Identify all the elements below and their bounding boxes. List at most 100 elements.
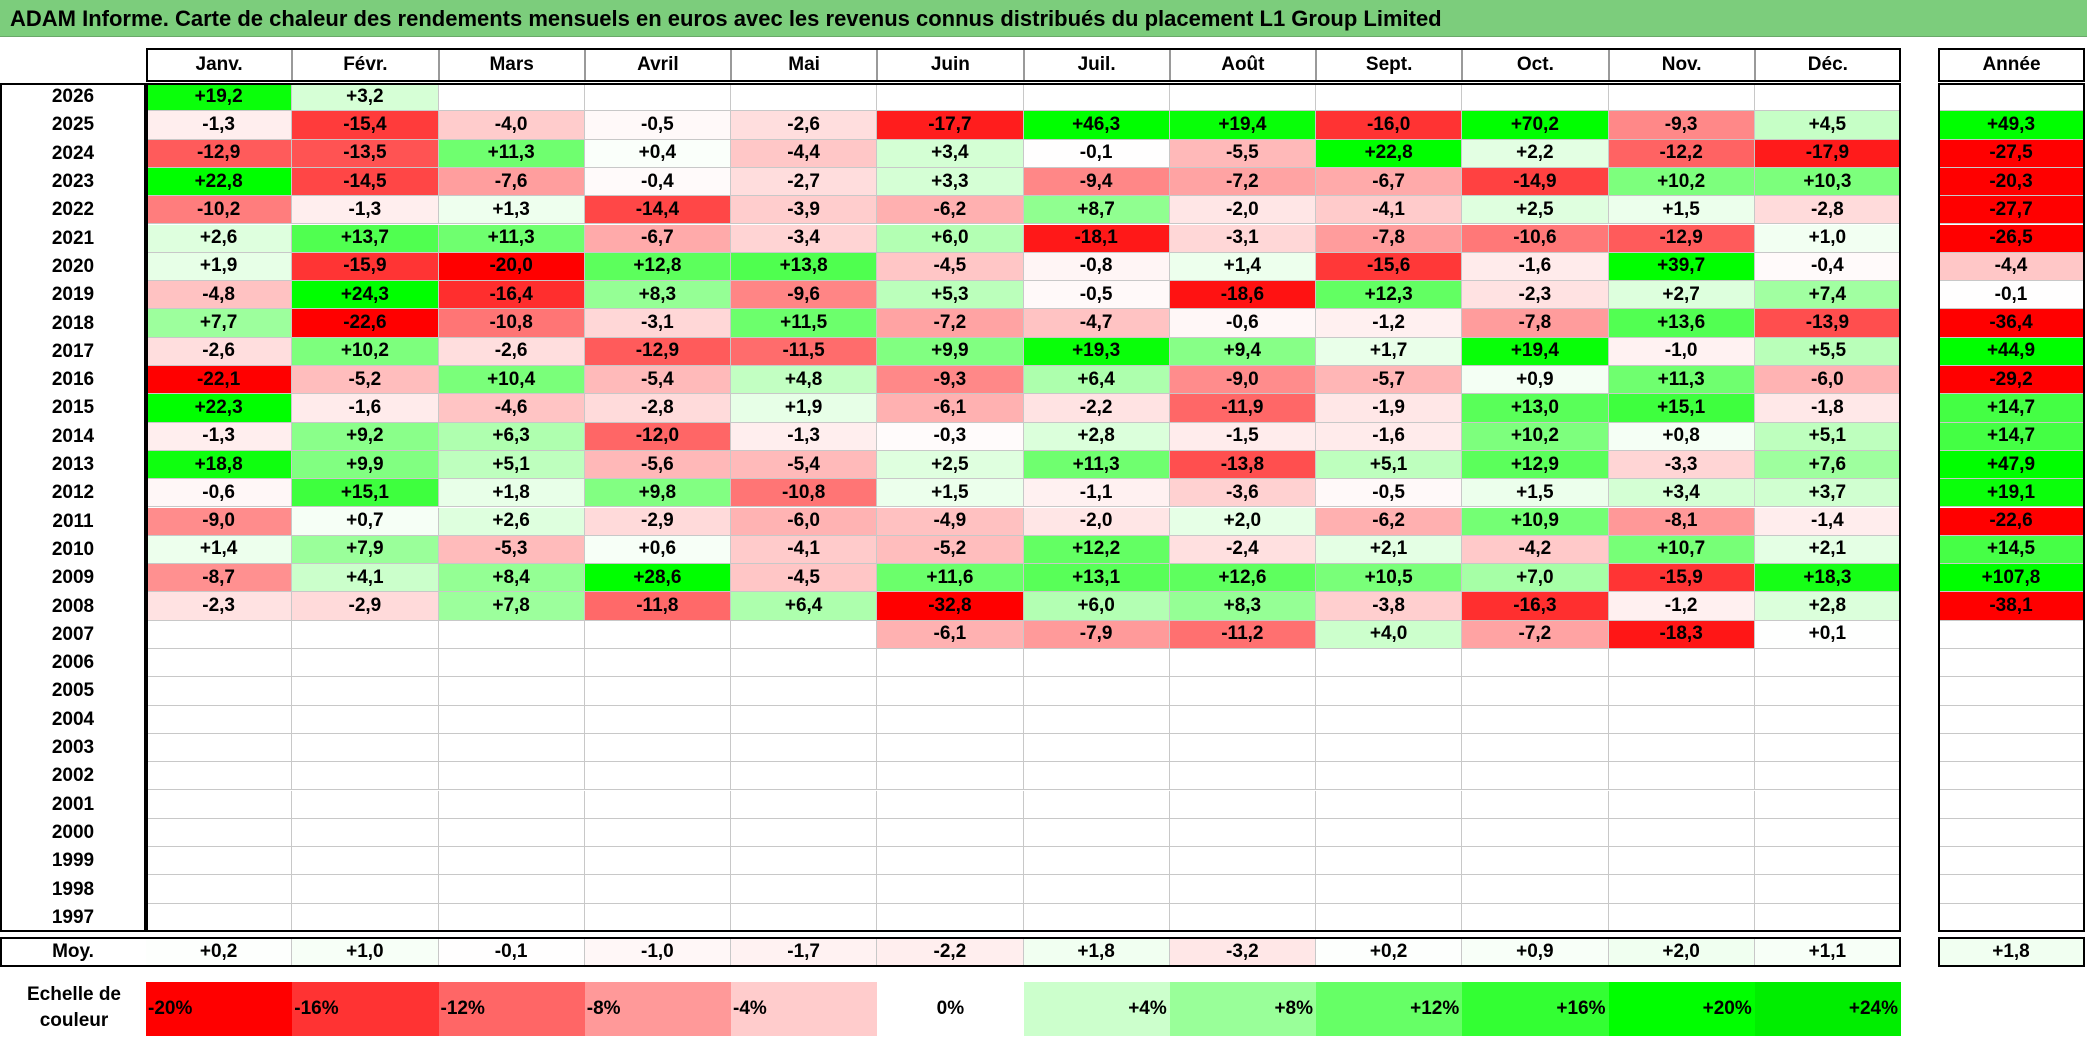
heatmap-cell: -15,9 xyxy=(292,252,439,282)
heatmap-cell: +0,8 xyxy=(1608,422,1755,451)
heatmap-cell xyxy=(292,903,439,932)
heatmap-cell: +2,2 xyxy=(1462,139,1609,168)
heatmap-cell xyxy=(438,649,585,678)
heatmap-cell xyxy=(731,620,878,649)
annual-cell xyxy=(1938,620,2085,649)
heatmap-cell xyxy=(731,649,878,678)
heatmap-cell: +1,3 xyxy=(438,196,585,225)
heatmap-cell xyxy=(731,762,878,791)
heatmap-cell: -9,0 xyxy=(1169,366,1316,395)
heatmap-cell: +0,4 xyxy=(584,139,731,168)
year-label: 2005 xyxy=(0,677,146,706)
heatmap-cell xyxy=(1169,677,1316,706)
heatmap-cell: -0,4 xyxy=(584,167,731,197)
annual-cell xyxy=(1938,847,2085,876)
heatmap-cell xyxy=(1462,875,1609,904)
heatmap-cell: -6,7 xyxy=(1316,167,1463,197)
heatmap-cell: +70,2 xyxy=(1462,111,1609,140)
year-label: 1999 xyxy=(0,847,146,876)
heatmap-cell xyxy=(1754,790,1901,819)
heatmap-cell: -4,8 xyxy=(146,281,293,310)
heatmap-cell xyxy=(584,705,731,734)
month-header: Janv. xyxy=(146,48,293,82)
heatmap-cell: +4,5 xyxy=(1754,111,1901,140)
heatmap-cell: +2,1 xyxy=(1316,535,1463,565)
year-label: 2007 xyxy=(0,620,146,649)
heatmap-cell: -4,1 xyxy=(1316,196,1463,225)
heatmap-cell xyxy=(146,790,293,819)
annual-cell xyxy=(1938,790,2085,819)
heatmap-cell xyxy=(1608,649,1755,678)
annual-cell: -27,5 xyxy=(1938,139,2085,168)
heatmap-cell xyxy=(731,705,878,734)
heatmap-cell: -1,3 xyxy=(146,111,293,140)
heatmap-cell: +7,0 xyxy=(1462,564,1609,593)
heatmap-cell: -15,9 xyxy=(1608,564,1755,593)
heatmap-cell xyxy=(1608,733,1755,763)
heatmap-cell: -9,4 xyxy=(1023,167,1170,197)
heatmap-cell xyxy=(292,733,439,763)
heatmap-cell: +10,2 xyxy=(292,337,439,366)
heatmap-cell xyxy=(731,83,878,112)
month-header: Déc. xyxy=(1754,48,1901,82)
year-label: 2016 xyxy=(0,366,146,395)
heatmap-cell xyxy=(1023,790,1170,819)
year-label: 2021 xyxy=(0,224,146,253)
heatmap-cell xyxy=(1316,649,1463,678)
heatmap-cell: -5,2 xyxy=(877,535,1024,565)
heatmap-cell: -22,6 xyxy=(292,309,439,338)
heatmap-cell xyxy=(584,818,731,848)
annual-cell: -0,1 xyxy=(1938,281,2085,310)
heatmap-cell: -9,3 xyxy=(1608,111,1755,140)
heatmap-cell: +9,9 xyxy=(292,450,439,480)
annual-cell: +14,7 xyxy=(1938,422,2085,451)
annual-cell: -26,5 xyxy=(1938,224,2085,253)
heatmap-cell: -4,0 xyxy=(438,111,585,140)
heatmap-cell xyxy=(584,875,731,904)
heatmap-cell xyxy=(1608,847,1755,876)
heatmap-cell: -0,4 xyxy=(1754,252,1901,282)
heatmap-cell: -0,5 xyxy=(1316,479,1463,508)
heatmap-cell: -2,9 xyxy=(584,507,731,536)
heatmap-cell: -12,9 xyxy=(146,139,293,168)
heatmap-cell: +10,4 xyxy=(438,366,585,395)
heatmap-cell: -0,6 xyxy=(1169,309,1316,338)
heatmap-cell xyxy=(438,847,585,876)
heatmap-cell: -3,1 xyxy=(1169,224,1316,253)
year-label: 2014 xyxy=(0,422,146,451)
heatmap-cell xyxy=(1316,903,1463,932)
heatmap-cell: +1,8 xyxy=(438,479,585,508)
heatmap-cell: +19,3 xyxy=(1023,337,1170,366)
heatmap-cell xyxy=(584,847,731,876)
heatmap-cell xyxy=(438,733,585,763)
month-header: Avril xyxy=(584,48,731,82)
heatmap-cell xyxy=(1169,875,1316,904)
heatmap-cell xyxy=(584,677,731,706)
month-header: Sept. xyxy=(1316,48,1463,82)
annual-cell xyxy=(1938,733,2085,763)
heatmap-cell xyxy=(1754,818,1901,848)
heatmap-cell: -7,9 xyxy=(1023,620,1170,649)
heatmap-cell: +6,0 xyxy=(877,224,1024,253)
heatmap-cell: -32,8 xyxy=(877,592,1024,621)
heatmap-cell: -1,4 xyxy=(1754,507,1901,536)
heatmap-cell: +7,4 xyxy=(1754,281,1901,310)
heatmap-cell: +11,3 xyxy=(1608,366,1755,395)
heatmap-cell: -14,4 xyxy=(584,196,731,225)
color-scale-label: Echelle de couleur xyxy=(27,984,121,1031)
heatmap-cell: -5,6 xyxy=(584,450,731,480)
average-cell: -1,0 xyxy=(584,937,731,967)
heatmap-cell: -12,9 xyxy=(1608,224,1755,253)
heatmap-cell: +10,5 xyxy=(1316,564,1463,593)
heatmap-cell: +3,2 xyxy=(292,83,439,112)
heatmap-cell: -1,3 xyxy=(146,422,293,451)
annual-cell xyxy=(1938,705,2085,734)
color-scale-swatch: +16% xyxy=(1462,982,1609,1036)
heatmap-cell xyxy=(438,677,585,706)
heatmap-cell: -1,2 xyxy=(1316,309,1463,338)
year-label: 2008 xyxy=(0,592,146,621)
heatmap-cell: +11,6 xyxy=(877,564,1024,593)
heatmap-cell xyxy=(877,705,1024,734)
heatmap-cell: +2,6 xyxy=(146,224,293,253)
heatmap-cell: +8,3 xyxy=(584,281,731,310)
